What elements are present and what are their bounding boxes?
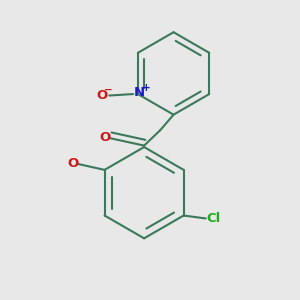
Text: O: O [99,131,111,144]
Text: +: + [142,83,151,93]
Text: Cl: Cl [207,212,221,225]
Text: O: O [97,89,108,102]
Text: −: − [104,85,113,95]
Text: O: O [67,157,78,169]
Text: N: N [134,86,145,99]
